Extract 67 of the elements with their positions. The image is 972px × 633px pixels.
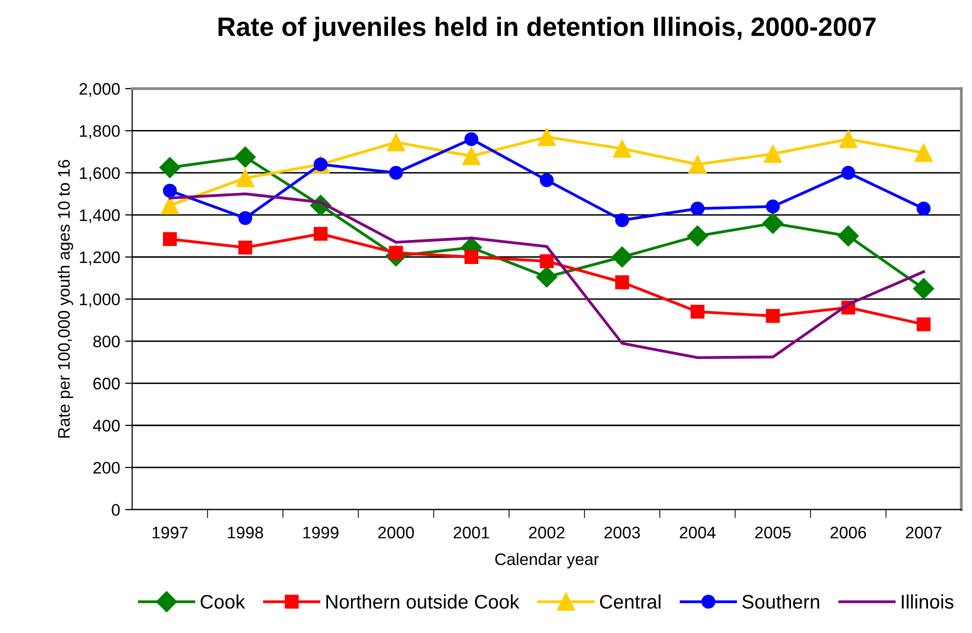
point (914, 144, 933, 162)
x-tick-label: 1998 (228, 526, 264, 538)
point (538, 128, 556, 146)
point (162, 184, 177, 198)
y-tick-label: 1,400 (80, 209, 120, 224)
point (238, 240, 252, 254)
x-tick-label: 2002 (529, 526, 564, 538)
point (766, 200, 780, 214)
y-tick-label: 200 (93, 462, 120, 474)
legend-label: Cook (200, 594, 246, 609)
point (841, 166, 856, 180)
legend-label: Illinois (902, 594, 954, 609)
y-tick-label: 0 (112, 504, 120, 516)
x-axis-title: Calendar year (495, 552, 599, 568)
point (762, 212, 784, 234)
point (386, 133, 406, 152)
legend-label: Southern (742, 594, 820, 609)
x-tick-label: 2005 (755, 526, 791, 538)
point (314, 226, 328, 241)
y-tick-label: 600 (93, 378, 120, 390)
point (464, 250, 478, 264)
point (916, 317, 931, 332)
y-tick-label: 1,000 (80, 293, 120, 308)
y-tick-label: 1,200 (80, 251, 120, 266)
y-tick-label: 1,800 (80, 125, 120, 139)
point (540, 173, 554, 188)
y-axis-title: Rate per 100,000 youth ages 10 to 16 (58, 160, 74, 438)
legend-label: Northern outside Cook (326, 594, 520, 609)
point (162, 232, 177, 246)
x-tick-label: 2006 (830, 526, 866, 538)
y-tick-label: 400 (92, 420, 120, 432)
point (234, 146, 256, 168)
point (236, 169, 254, 188)
point (839, 130, 858, 148)
point (615, 275, 630, 290)
y-tick-label: 800 (93, 336, 120, 348)
point (536, 266, 558, 288)
point (389, 166, 403, 180)
y-tick-label: 1,600 (80, 167, 120, 181)
x-tick-label: 2007 (906, 526, 942, 538)
point (159, 157, 180, 178)
point (686, 225, 708, 246)
point (913, 278, 934, 300)
x-tick-label: 2000 (378, 526, 414, 538)
x-tick-label: 1997 (152, 526, 188, 538)
legend-label: Central (600, 594, 660, 609)
point (160, 196, 179, 214)
point (764, 144, 782, 163)
point (464, 132, 478, 146)
point (690, 304, 704, 319)
x-tick-label: 2004 (680, 526, 716, 538)
chart-title: Rate of juveniles held in detention Illinois, 2000-2007 (218, 16, 876, 42)
y-tick-label: 2,000 (80, 83, 120, 97)
point (238, 211, 252, 226)
point (688, 155, 707, 174)
point (766, 308, 780, 323)
x-tick-label: 2003 (604, 526, 640, 538)
x-tick-label: 1999 (303, 526, 338, 538)
point (615, 213, 630, 228)
x-tick-label: 2001 (454, 526, 490, 538)
point (916, 202, 931, 216)
point (690, 202, 704, 216)
point (838, 225, 859, 246)
point (540, 254, 554, 268)
point (613, 140, 632, 158)
point (462, 146, 480, 165)
point (612, 246, 633, 268)
